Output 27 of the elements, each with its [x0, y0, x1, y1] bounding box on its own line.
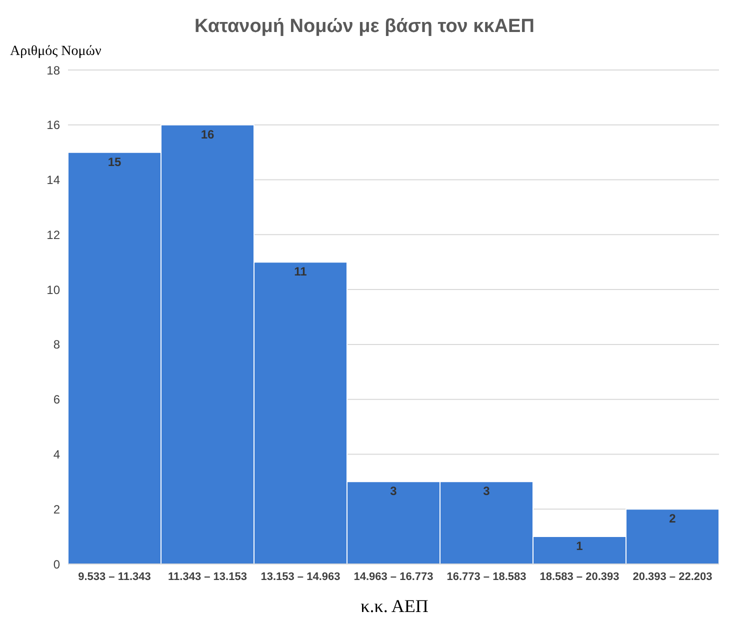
y-tick-label: 12 [46, 228, 60, 242]
data-label: 16 [200, 127, 214, 142]
y-tick-label: 8 [53, 338, 60, 352]
y-tick-label: 18 [46, 63, 60, 78]
chart-title: Κατανομή Νομών με βάση τον κκΑΕΠ [194, 16, 534, 37]
x-tick-label: 13.153 – 14.963 [260, 570, 340, 583]
data-label: 15 [108, 154, 122, 169]
y-tick-label: 14 [46, 173, 60, 188]
y-tick-label: 16 [46, 118, 60, 132]
data-label: 11 [294, 264, 308, 279]
data-label: 3 [390, 484, 398, 498]
y-tick-label: 0 [53, 557, 60, 572]
y-tick-label: 2 [53, 502, 60, 516]
x-tick-label: 20.393 – 22.203 [632, 570, 712, 583]
data-label: 3 [483, 484, 490, 498]
y-axis-title: Αριθμός Νομών [10, 44, 102, 60]
x-tick-label: 11.343 – 13.153 [168, 570, 247, 583]
x-tick-label: 16.773 – 18.583 [446, 570, 526, 583]
x-tick-label: 18.583 – 20.393 [540, 570, 620, 583]
data-label: 2 [669, 512, 676, 526]
y-tick-label: 6 [53, 392, 60, 407]
x-axis-title: κ.κ. ΑΕΠ [360, 596, 430, 617]
x-tick-label: 9.533 – 11.343 [78, 570, 151, 583]
y-tick-label: 10 [46, 282, 60, 297]
x-tick-label: 14.963 – 16.773 [354, 570, 434, 583]
y-tick-label: 4 [53, 447, 60, 462]
data-label: 1 [576, 539, 584, 554]
